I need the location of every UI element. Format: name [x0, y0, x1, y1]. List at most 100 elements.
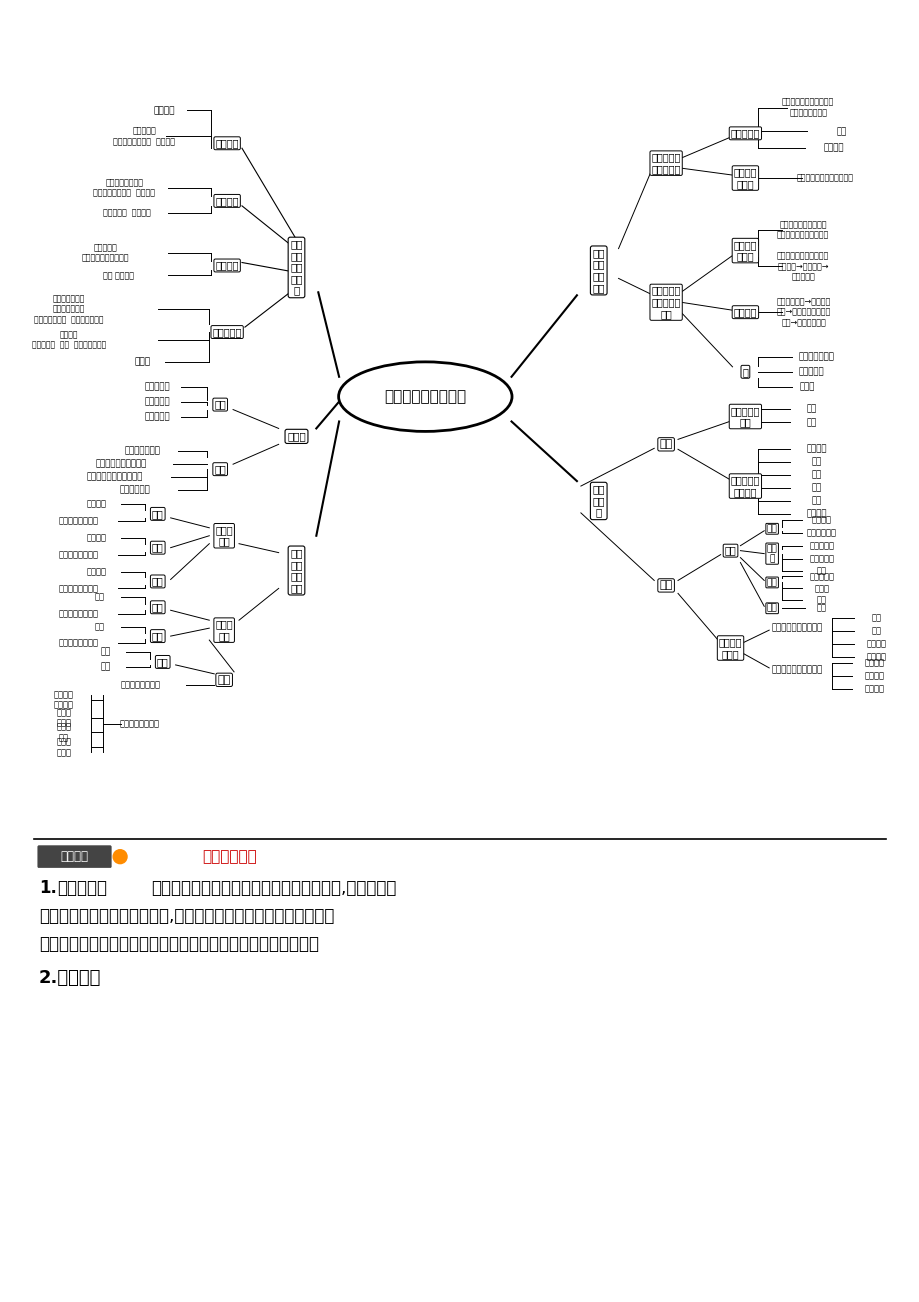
Text: 保持水土: 保持水土	[863, 672, 883, 681]
Text: 对流层、平流层、高层大气: 对流层、平流层、高层大气	[796, 173, 853, 182]
Text: 维持全球水量动态平衡: 维持全球水量动态平衡	[96, 460, 146, 469]
Text: 成土母质: 成土母质	[806, 445, 826, 454]
Ellipse shape	[338, 362, 512, 431]
Text: 水平气压梯度力: 水平气压梯度力	[798, 353, 834, 362]
Text: 生物: 生物	[811, 458, 821, 466]
Text: 对人类活动的影响: 对人类活动的影响	[59, 609, 98, 618]
Text: 对人类活动的影响: 对人类活动的影响	[119, 719, 160, 728]
Text: 对人类活动的影响: 对人类活动的影响	[120, 680, 161, 689]
Text: 净化空气: 净化空气	[866, 652, 885, 661]
Text: 沙嘴、海滩  海积地貌: 沙嘴、海滩 海积地貌	[103, 208, 151, 217]
Text: 植被对自然环境的影响: 植被对自然环境的影响	[770, 665, 822, 674]
Text: 大气的垂
直分层: 大气的垂 直分层	[732, 167, 756, 189]
Text: 其对人类活动的影响。着重分析各要素的特点及与人类的关系。: 其对人类活动的影响。着重分析各要素的特点及与人类的关系。	[39, 935, 319, 953]
Text: 海水的
运动: 海水的 运动	[215, 620, 233, 641]
Text: 温带: 温带	[766, 578, 777, 587]
Text: 海蚀穴、海蚀崖、
海蚀拱桥、海蚀柱  海蚀地貌: 海蚀穴、海蚀崖、 海蚀拱桥、海蚀柱 海蚀地貌	[93, 178, 155, 198]
Text: 海陆间循环: 海陆间循环	[145, 383, 170, 391]
Text: 意义: 意义	[214, 465, 226, 474]
FancyBboxPatch shape	[38, 846, 111, 867]
Text: 时间: 时间	[811, 496, 821, 505]
Text: 影响渔业
资源分布: 影响渔业 资源分布	[53, 690, 74, 710]
Text: 更新陆地水资源: 更新陆地水资源	[125, 447, 161, 456]
Text: 教师专用: 教师专用	[61, 850, 88, 863]
Text: 分布规律: 分布规律	[86, 534, 107, 542]
Text: 地面受热不均→空气垂直
运动→同一水平面出现气
压差→大气水平运动: 地面受热不均→空气垂直 运动→同一水平面出现气 压差→大气水平运动	[777, 297, 831, 327]
Text: 苔原: 苔原	[816, 604, 826, 613]
Text: 热带雨林: 热带雨林	[811, 516, 831, 525]
Text: 风沙地貌: 风沙地貌	[215, 260, 239, 271]
Text: 对人类活动的影响: 对人类活动的影响	[59, 638, 98, 647]
Text: 土壤
与植
被: 土壤 与植 被	[592, 484, 605, 518]
Text: 温度: 温度	[152, 509, 164, 519]
Text: 沟谷地貌: 沟谷地貌	[153, 105, 176, 115]
Text: 波浪: 波浪	[152, 603, 164, 612]
Text: 进行物质迁移和能量交换: 进行物质迁移和能量交换	[87, 473, 143, 482]
Text: 土壤形成的
影响因素: 土壤形成的 影响因素	[730, 475, 759, 497]
Text: 植被与自
然环境: 植被与自 然环境	[718, 637, 742, 659]
Text: 草原: 草原	[816, 596, 826, 605]
Text: 植被: 植被	[659, 581, 672, 590]
Text: 规律: 规律	[94, 622, 104, 631]
Text: 影响海
洋航行: 影响海 洋航行	[56, 708, 71, 728]
Text: 大气的受热
过程与热力
环流: 大气的受热 过程与热力 环流	[651, 285, 680, 319]
Text: 土壤概念和
结构: 土壤概念和 结构	[730, 406, 759, 427]
Text: 主要
地貌
的景
观特
点: 主要 地貌 的景 观特 点	[289, 240, 302, 296]
Text: 风蚀蘑菇、
风蚀柱、雅丹风蚀地貌: 风蚀蘑菇、 风蚀柱、雅丹风蚀地貌	[82, 243, 129, 262]
Text: 自然地理要素及现象: 自然地理要素及现象	[384, 389, 466, 404]
Text: 热量: 热量	[870, 626, 880, 635]
Text: 密度: 密度	[152, 577, 164, 586]
Text: 分层: 分层	[806, 404, 816, 413]
Text: 2.复习策略: 2.复习策略	[39, 969, 101, 987]
Text: 对人类活动的影响: 对人类活动的影响	[59, 551, 98, 559]
Text: 组成: 组成	[806, 418, 816, 427]
Text: 洋流: 洋流	[217, 674, 231, 685]
Text: 亚热
带: 亚热 带	[766, 544, 777, 564]
Text: 热带: 热带	[766, 525, 777, 534]
Text: 涵养水源: 涵养水源	[863, 659, 883, 668]
Circle shape	[113, 850, 127, 863]
Text: 人类活动: 人类活动	[806, 509, 826, 518]
Text: 【复习指导】: 【复习指导】	[202, 849, 256, 865]
Text: 成因: 成因	[94, 592, 104, 602]
Text: 大气的受
热过程: 大气的受 热过程	[732, 240, 756, 262]
Text: 抵御风沙: 抵御风沙	[863, 685, 883, 693]
Text: 固体杂质: 固体杂质	[823, 143, 843, 152]
Text: 盐度: 盐度	[152, 543, 164, 552]
Text: 调节气候: 调节气候	[866, 639, 885, 648]
Text: 大气对太阳辐射的削弱
作用：反射、散射、吸收: 大气对太阳辐射的削弱 作用：反射、散射、吸收	[777, 220, 828, 240]
Text: 水汽: 水汽	[835, 126, 845, 135]
Text: 大气
圈与
大气
运动: 大气 圈与 大气 运动	[592, 249, 605, 293]
Text: 地下河: 地下河	[135, 357, 151, 366]
Text: 分布规律: 分布规律	[86, 500, 107, 509]
Text: 宏观思路：: 宏观思路：	[57, 879, 107, 897]
Text: 陆地内循环: 陆地内循环	[145, 411, 170, 421]
Text: 土壤: 土壤	[659, 439, 672, 449]
Text: 1.: 1.	[39, 879, 57, 897]
Text: 喀斯特地貌: 喀斯特地貌	[212, 327, 242, 337]
Text: 气候: 气候	[811, 470, 821, 479]
Text: 热带稀树草原: 热带稀树草原	[806, 529, 835, 538]
Text: 水循环: 水循环	[287, 431, 305, 441]
Text: 大气的组成
与垂直分层: 大气的组成 与垂直分层	[651, 152, 680, 174]
Text: 水分: 水分	[870, 613, 880, 622]
Text: 峰丛、峰林、孤
峰、溶沟、落水
洞、喀斯特漏斗  地表喀斯特地貌: 峰丛、峰林、孤 峰、溶沟、落水 洞、喀斯特漏斗 地表喀斯特地貌	[34, 294, 103, 324]
Text: 类型: 类型	[156, 658, 168, 667]
Text: 本单元是从自然地理环境的组成要素的角度,研究人类赖: 本单元是从自然地理环境的组成要素的角度,研究人类赖	[151, 879, 396, 897]
Text: 落叶阔叶林: 落叶阔叶林	[809, 572, 834, 581]
Text: 塑造地表形态: 塑造地表形态	[119, 486, 150, 495]
Text: 针叶林: 针叶林	[813, 583, 828, 592]
Text: 影响污
染物: 影响污 染物	[56, 723, 71, 742]
Text: 自然环境对植被的影响: 自然环境对植被的影响	[770, 624, 822, 633]
Text: 流水地貌: 流水地貌	[215, 138, 239, 148]
Text: 对人类活动的影响: 对人类活动的影响	[59, 583, 98, 592]
Text: 荒漠: 荒漠	[816, 566, 826, 575]
Text: 风: 风	[742, 367, 747, 376]
Text: 地转偏向力: 地转偏向力	[798, 367, 823, 376]
Text: 常绿阔叶林: 常绿阔叶林	[809, 542, 834, 551]
Text: 以生存和发展的自然地理环境,分析各要素的主要特征、运动规律及: 以生存和发展的自然地理环境,分析各要素的主要特征、运动规律及	[39, 907, 334, 926]
Text: 石钟乳、
石笋、石柱  溶洞  地下喀斯特地貌: 石钟乳、 石笋、石柱 溶洞 地下喀斯特地貌	[32, 331, 106, 350]
Text: 对人类活动的影响: 对人类活动的影响	[59, 517, 98, 525]
Text: 潮汐: 潮汐	[152, 631, 164, 641]
Text: 干洁空气：氮气、氧气、
二氧化碳、臭氧等: 干洁空气：氮气、氧气、 二氧化碳、臭氧等	[781, 98, 834, 117]
